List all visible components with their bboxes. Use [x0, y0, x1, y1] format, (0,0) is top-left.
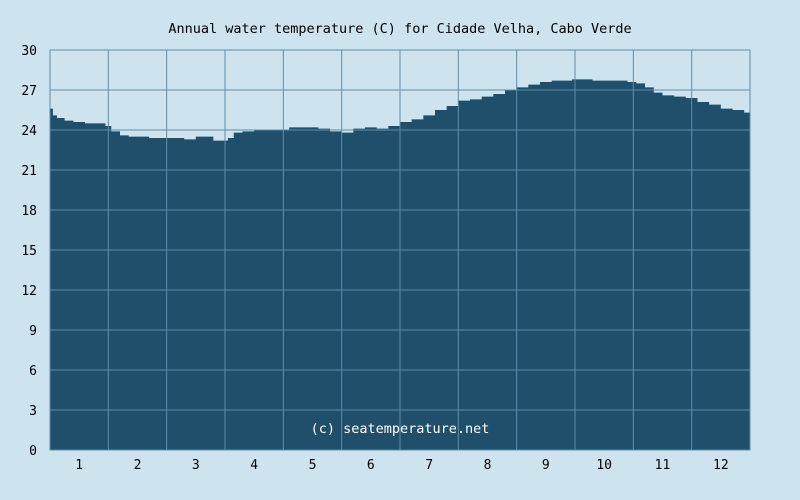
x-tick-label: 6 — [367, 458, 375, 473]
x-tick-label: 5 — [309, 458, 317, 473]
x-tick-label: 10 — [596, 458, 612, 473]
x-tick-label: 12 — [713, 458, 729, 473]
y-tick-label: 6 — [29, 364, 37, 379]
x-tick-label: 9 — [542, 458, 550, 473]
grid-lines — [50, 50, 750, 450]
x-tick-label: 7 — [425, 458, 433, 473]
y-axis-ticks: 0 3 6 9 12 15 18 21 24 27 30 — [21, 44, 37, 459]
y-tick-label: 12 — [21, 284, 37, 299]
y-tick-label: 9 — [29, 324, 37, 339]
y-tick-label: 18 — [21, 204, 37, 219]
y-tick-label: 0 — [29, 444, 37, 459]
x-tick-label: 2 — [134, 458, 142, 473]
y-tick-label: 27 — [21, 84, 37, 99]
x-tick-label: 8 — [484, 458, 492, 473]
y-tick-label: 30 — [21, 44, 37, 59]
y-tick-label: 21 — [21, 164, 37, 179]
copyright-credit: (c) seatemperature.net — [311, 421, 490, 437]
x-tick-label: 3 — [192, 458, 200, 473]
plot-frame — [49, 49, 751, 451]
x-tick-label: 11 — [655, 458, 671, 473]
y-tick-label: 3 — [29, 404, 37, 419]
x-tick-label: 1 — [75, 458, 83, 473]
x-axis-ticks: 1 2 3 4 5 6 7 8 9 10 11 12 — [75, 458, 728, 473]
y-tick-label: 15 — [21, 244, 37, 259]
y-tick-label: 24 — [21, 124, 37, 139]
x-tick-label: 4 — [250, 458, 258, 473]
chart-title: Annual water temperature (C) for Cidade … — [168, 21, 631, 37]
